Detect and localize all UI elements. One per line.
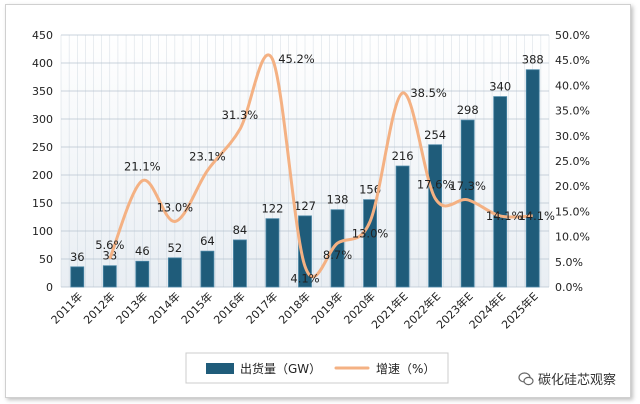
right-axis-tick: 10.0%: [555, 231, 590, 244]
bar-data-label: 156: [359, 183, 381, 197]
bar-series: [70, 69, 540, 288]
legend-bar-label: 出货量（GW）: [240, 361, 321, 376]
left-axis-tick: 150: [32, 197, 53, 210]
right-axis-tick: 30.0%: [555, 130, 590, 143]
x-axis-tick: 2013年: [113, 289, 150, 326]
bar-data-label: 46: [135, 244, 150, 258]
x-axis-tick: 2011年: [48, 289, 85, 326]
x-axis-tick: 2018年: [276, 289, 313, 326]
left-axis-tick: 0: [46, 281, 53, 294]
line-data-label: 8.7%: [323, 248, 352, 262]
right-axis-tick: 5.0%: [555, 256, 583, 269]
line-data-label: 31.3%: [222, 108, 259, 122]
left-axis-tick: 400: [32, 57, 53, 70]
line-data-label: 38.5%: [410, 86, 447, 100]
line-data-label: 17.6%: [417, 177, 454, 191]
right-axis-tick: 50.0%: [555, 29, 590, 42]
x-axis-tick: 2025年E: [498, 289, 540, 331]
legend-bar-swatch: [206, 363, 234, 374]
legend-line-label: 增速（%）: [376, 362, 435, 376]
bar-data-label: 52: [168, 241, 183, 255]
line-data-label: 5.6%: [95, 238, 124, 252]
bar: [363, 199, 377, 288]
left-axis-ticks: 0 50 100 150 200 250 300 350 400 450: [32, 29, 53, 294]
bar: [70, 266, 85, 288]
line-data-label: 13.0%: [352, 226, 389, 240]
line-data-label: 14.1%: [518, 209, 555, 223]
left-axis-tick: 50: [39, 253, 53, 266]
bar: [200, 250, 215, 288]
x-axis-tick: 2012年: [80, 289, 117, 326]
bar-data-label: 36: [70, 250, 85, 264]
chart-frame: 0 50 100 150 200 250 300 350 400 450 0.0% 5.0% 10.0…: [5, 4, 631, 398]
watermark-text: 碳化硅芯观察: [537, 373, 616, 388]
right-axis-tick: 25.0%: [555, 155, 590, 168]
right-axis-tick: 0.0%: [555, 281, 583, 294]
bar-data-label: 127: [294, 199, 316, 213]
left-axis-tick: 250: [32, 141, 53, 154]
bar: [428, 144, 443, 288]
bar-data-label: 138: [327, 193, 349, 207]
right-axis-tick: 40.0%: [555, 79, 590, 92]
bar-data-label: 388: [522, 53, 544, 67]
line-series: [108, 53, 533, 278]
chart-svg: 0 50 100 150 200 250 300 350 400 450 0.0% 5.0% 10.0…: [32, 29, 590, 384]
bar-data-label: 298: [457, 103, 479, 117]
bar: [298, 215, 312, 288]
line-data-labels: 5.6%21.1%13.0%23.1%31.3%45.2%4.1%8.7%13.…: [95, 52, 555, 285]
right-axis-tick: 35.0%: [555, 105, 590, 118]
bar: [330, 209, 345, 288]
line-data-label: 17.3%: [449, 179, 486, 193]
right-axis-tick: 45.0%: [555, 54, 590, 67]
line-data-label: 4.1%: [290, 271, 319, 285]
bar: [493, 96, 508, 288]
x-axis-tick: 2014年: [146, 289, 183, 326]
right-axis-ticks: 0.0% 5.0% 10.0% 15.0% 20.0% 25.0% 30.0% 35.0% 40…: [555, 29, 590, 294]
x-axis-tick: 2019年: [308, 289, 345, 326]
line-data-label: 23.1%: [189, 150, 226, 164]
line-data-label: 14.1%: [486, 209, 523, 223]
bar-data-label: 340: [489, 80, 511, 94]
right-axis-tick: 15.0%: [555, 205, 590, 218]
watermark: 碳化硅芯观察: [518, 369, 616, 388]
bar: [395, 165, 410, 288]
line-data-label: 21.1%: [124, 160, 161, 174]
x-axis-ticks: 2011年2012年2013年2014年2015年2016年2017年2018年…: [48, 289, 541, 331]
left-axis-tick: 100: [32, 225, 53, 238]
left-axis-tick: 200: [32, 169, 53, 182]
bar: [102, 265, 117, 288]
left-axis-tick: 350: [32, 85, 53, 98]
bar: [233, 239, 247, 288]
bar: [525, 69, 540, 288]
legend: 出货量（GW） 增速（%）: [185, 352, 449, 384]
growth-line: [108, 53, 533, 278]
left-axis-tick: 450: [32, 29, 53, 42]
gridlines: [60, 34, 550, 288]
right-axis-tick: 20.0%: [555, 180, 590, 193]
bar-data-label: 254: [424, 128, 446, 142]
line-data-label: 45.2%: [278, 52, 315, 66]
bar-data-label: 122: [261, 202, 283, 216]
bar: [135, 260, 150, 288]
left-axis-tick: 300: [32, 113, 53, 126]
line-data-label: 13.0%: [157, 200, 194, 214]
bar-data-label: 216: [392, 149, 414, 163]
bar: [167, 257, 182, 288]
bar-data-label: 64: [200, 234, 215, 248]
bar: [265, 218, 280, 288]
x-axis-tick: 2016年: [211, 289, 248, 326]
x-axis-tick: 2015年: [178, 289, 215, 326]
bar: [460, 119, 475, 288]
wechat-icon: [518, 371, 534, 385]
bar-data-label: 84: [233, 223, 248, 237]
x-axis-tick: 2017年: [243, 289, 280, 326]
